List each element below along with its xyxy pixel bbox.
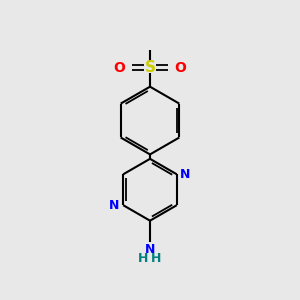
Text: N: N [145,243,155,256]
Text: N: N [180,168,191,181]
Text: H: H [138,252,149,265]
Text: O: O [174,61,186,75]
Text: O: O [114,61,126,75]
Text: H: H [151,252,162,265]
Text: N: N [109,199,120,212]
Text: S: S [145,60,155,75]
